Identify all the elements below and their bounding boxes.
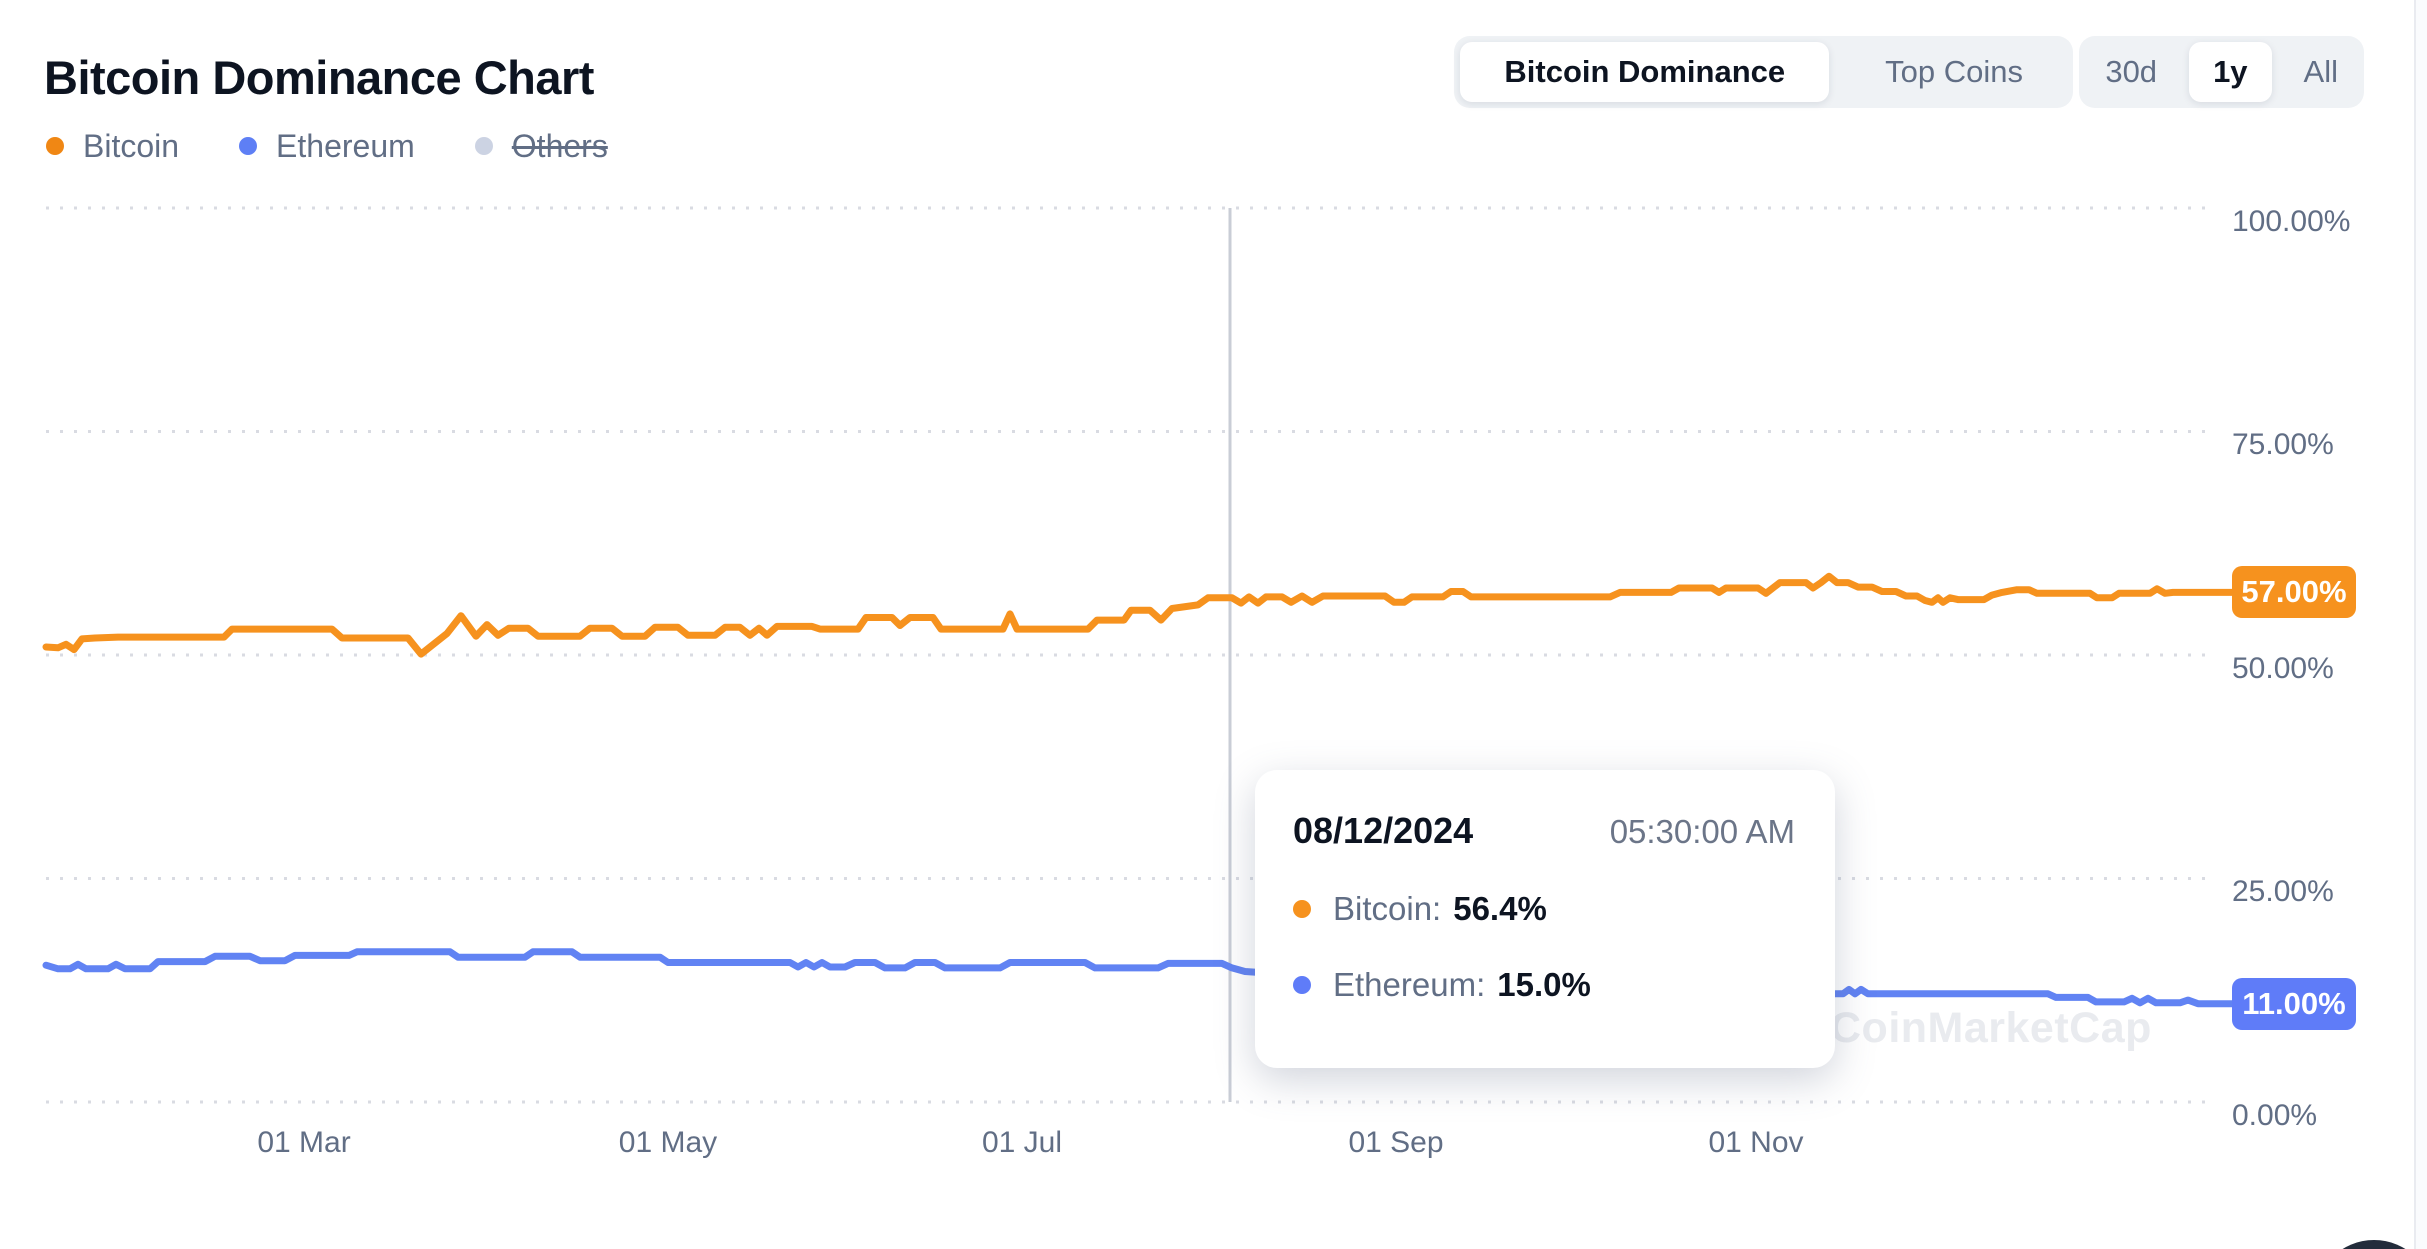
chart-legend: Bitcoin Ethereum Others xyxy=(46,124,608,168)
ethereum-dot-icon xyxy=(1293,976,1311,994)
bitcoin-line xyxy=(42,572,2236,658)
legend-item-others[interactable]: Others xyxy=(474,127,608,165)
page-scrollbar[interactable] xyxy=(2414,0,2427,1249)
chart-tooltip: 08/12/2024 05:30:00 AM Bitcoin: 56.4% Et… xyxy=(1255,770,1835,1068)
x-tick-may: 01 May xyxy=(618,1126,718,1159)
range-1y-button[interactable]: 1y xyxy=(2189,42,2272,102)
tooltip-ethereum-value: 15.0% xyxy=(1497,966,1591,1003)
chat-fab-button[interactable] xyxy=(2314,1240,2427,1249)
legend-item-bitcoin[interactable]: Bitcoin xyxy=(46,128,179,165)
tab-top-coins[interactable]: Top Coins xyxy=(1885,54,2023,89)
y-tick-50: 50.00% xyxy=(2232,652,2334,685)
tooltip-ethereum-label: Ethereum: xyxy=(1333,966,1486,1003)
ethereum-dot-icon xyxy=(239,137,258,155)
ethereum-line xyxy=(42,948,2236,1008)
tooltip-bitcoin-value: 56.4% xyxy=(1453,890,1547,927)
legend-label-bitcoin: Bitcoin xyxy=(83,127,180,164)
time-range-switcher: 30d 1y All xyxy=(2079,36,2364,108)
tooltip-row-bitcoin: Bitcoin: 56.4% xyxy=(1293,890,1795,928)
tooltip-header: 08/12/2024 05:30:00 AM xyxy=(1293,810,1795,852)
coinmarketcap-watermark: CoinMarketCap xyxy=(1830,1004,2152,1052)
ethereum-current-value-badge: 11.00% xyxy=(2232,978,2356,1030)
x-tick-jul: 01 Jul xyxy=(981,1126,1063,1159)
y-tick-0: 0.00% xyxy=(2232,1099,2318,1132)
chart-type-switcher: Bitcoin Dominance Top Coins xyxy=(1454,36,2073,108)
x-tick-sep: 01 Sep xyxy=(1348,1126,1444,1159)
range-30d-button[interactable]: 30d xyxy=(2105,54,2158,89)
tooltip-time: 05:30:00 AM xyxy=(1609,813,1795,850)
tab-bitcoin-dominance[interactable]: Bitcoin Dominance xyxy=(1460,42,1830,102)
range-all-button[interactable]: All xyxy=(2303,54,2338,89)
tooltip-row-ethereum: Ethereum: 15.0% xyxy=(1293,966,1795,1004)
others-dot-icon xyxy=(474,137,493,155)
page-title: Bitcoin Dominance Chart xyxy=(44,51,594,104)
tooltip-date: 08/12/2024 xyxy=(1293,810,1474,851)
x-tick-nov: 01 Nov xyxy=(1708,1126,1804,1159)
legend-item-ethereum[interactable]: Ethereum xyxy=(239,128,415,165)
bitcoin-dot-icon xyxy=(1293,900,1311,918)
y-tick-25: 25.00% xyxy=(2232,875,2334,908)
bitcoin-dot-icon xyxy=(46,137,64,155)
legend-label-others: Others xyxy=(511,127,608,164)
y-tick-100: 100.00% xyxy=(2232,205,2351,238)
bitcoin-current-value-badge: 57.00% xyxy=(2232,566,2356,618)
y-tick-75: 75.00% xyxy=(2232,428,2334,461)
x-tick-mar: 01 Mar xyxy=(257,1126,351,1159)
legend-label-ethereum: Ethereum xyxy=(276,127,415,164)
tooltip-bitcoin-label: Bitcoin: xyxy=(1333,890,1442,927)
